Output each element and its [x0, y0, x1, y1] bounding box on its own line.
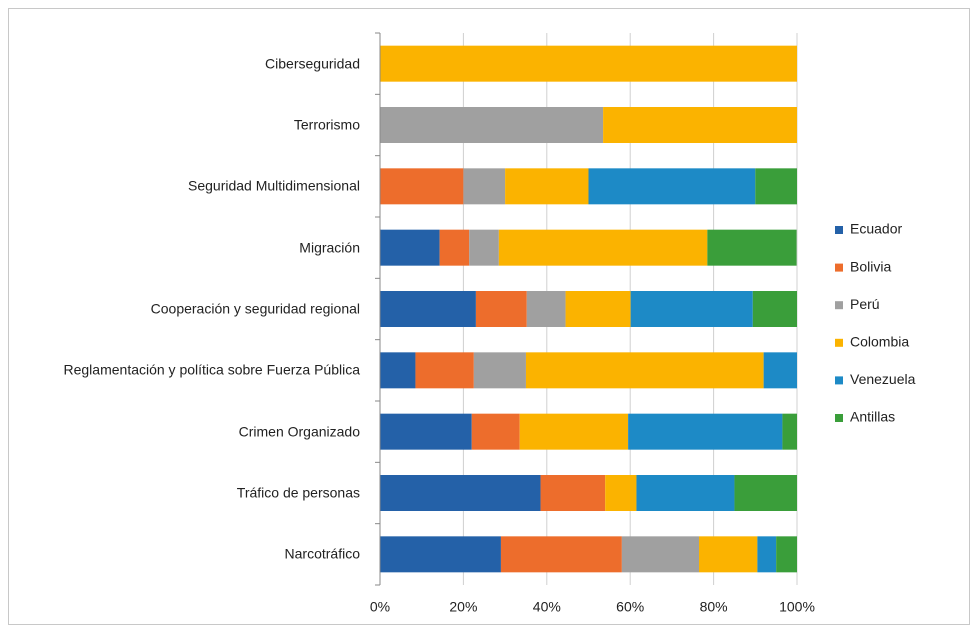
- bar-segment: [525, 352, 764, 389]
- bar-segment: [380, 229, 440, 266]
- bar-segment: [380, 536, 501, 573]
- bar-segment: [755, 168, 797, 205]
- bar-segment: [588, 168, 756, 205]
- category-label: Terrorismo: [293, 116, 360, 133]
- legend-swatch: [835, 263, 843, 272]
- bar-segment: [707, 229, 797, 266]
- bar-segment: [473, 352, 526, 389]
- bar-segment: [505, 168, 589, 205]
- bar-segment: [380, 352, 416, 389]
- bar-segment: [469, 229, 499, 266]
- bar-segment: [519, 413, 629, 450]
- bar-segment: [439, 229, 470, 266]
- x-tick-label: 60%: [616, 599, 644, 615]
- x-tick-label: 100%: [779, 599, 815, 615]
- legend-swatch: [835, 301, 843, 310]
- bar-segment: [699, 536, 758, 573]
- legend-label: Antillas: [850, 409, 895, 425]
- legend-swatch: [835, 338, 843, 347]
- category-label: Cooperación y seguridad regional: [150, 300, 360, 317]
- bar-segment: [500, 536, 622, 573]
- bar-segment: [380, 475, 541, 511]
- bar-segment: [380, 291, 476, 327]
- bar-segment: [782, 413, 797, 450]
- bar-segment: [628, 413, 783, 450]
- category-label: Reglamentación y política sobre Fuerza P…: [63, 361, 361, 378]
- bar-segment: [621, 536, 700, 573]
- legend-label: Bolivia: [850, 258, 891, 274]
- legend-label: Ecuador: [850, 221, 902, 237]
- bar-segment: [763, 352, 797, 389]
- bar-segment: [540, 475, 606, 511]
- category-label: Ciberseguridad: [265, 55, 360, 72]
- category-label: Migración: [299, 239, 360, 256]
- bar-segment: [380, 107, 604, 143]
- x-tick-label: 40%: [533, 599, 561, 615]
- bar-segment: [605, 475, 637, 511]
- bar-segment: [636, 475, 735, 511]
- x-tick-label: 0%: [370, 599, 390, 615]
- x-tick-label: 80%: [700, 599, 728, 615]
- bar-segment: [603, 107, 797, 143]
- bar-segment: [498, 229, 708, 266]
- category-label: Narcotráfico: [284, 545, 360, 562]
- bar-segment: [565, 291, 631, 327]
- bar-segment: [463, 168, 506, 205]
- bar-segment: [734, 475, 797, 511]
- legend-label: Venezuela: [850, 371, 916, 387]
- bar-segment: [526, 291, 566, 327]
- category-label: Seguridad Multidimensional: [188, 177, 360, 194]
- bar-segment: [380, 168, 464, 205]
- category-label: Tráfico de personas: [236, 484, 360, 501]
- bar-segment: [630, 291, 753, 327]
- bar-segment: [776, 536, 797, 573]
- bar-segment: [415, 352, 474, 389]
- legend-swatch: [835, 376, 843, 385]
- bar-segment: [752, 291, 797, 327]
- legend-swatch: [835, 226, 843, 234]
- bar-segment: [471, 413, 520, 450]
- category-label: Crimen Organizado: [238, 423, 360, 440]
- chart-border: [8, 8, 970, 625]
- bar-segment: [380, 413, 472, 450]
- legend-label: Colombia: [850, 334, 909, 350]
- legend-swatch: [835, 414, 843, 422]
- bar-segment: [475, 291, 527, 327]
- bar-segment: [757, 536, 777, 573]
- bar-segment: [380, 45, 797, 82]
- x-tick-label: 20%: [449, 599, 477, 615]
- legend-label: Perú: [850, 296, 880, 312]
